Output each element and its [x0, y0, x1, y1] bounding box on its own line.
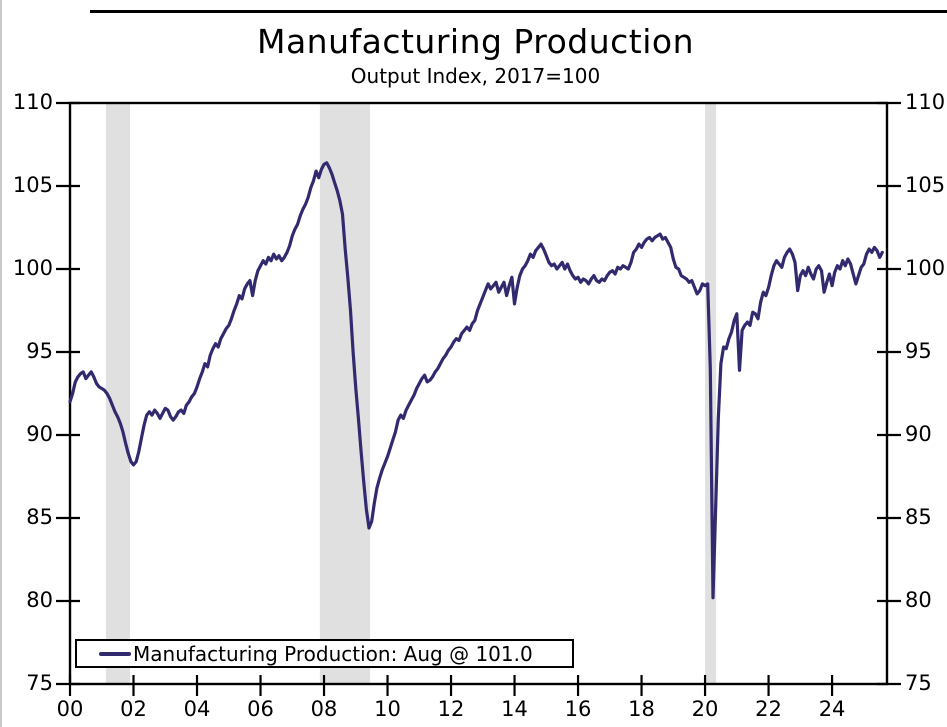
x-axis-label: 02: [120, 697, 147, 721]
y-axis-label-left: 85: [26, 505, 53, 529]
x-axis-label: 04: [183, 697, 211, 721]
y-axis-label-left: 80: [26, 588, 53, 612]
y-axis-label-right: 95: [905, 339, 932, 363]
y-axis-label-right: 80: [905, 588, 932, 612]
x-axis-label: 08: [310, 697, 338, 721]
y-axis-label-left: 75: [26, 671, 53, 695]
x-axis-label: 18: [628, 697, 655, 721]
x-axis-label: 16: [564, 697, 592, 721]
recession-band: [319, 103, 371, 684]
top-divider-rule: [90, 10, 947, 13]
legend-line-swatch: [99, 651, 131, 656]
y-axis-label-left: 90: [26, 422, 53, 446]
y-axis-label-right: 85: [905, 505, 932, 529]
x-axis-label: 22: [755, 697, 782, 721]
plot-border: [68, 101, 889, 686]
y-axis-label-right: 105: [905, 173, 946, 197]
chart-subtitle: Output Index, 2017=100: [350, 64, 601, 88]
y-axis-label-left: 95: [26, 339, 53, 363]
y-axis-label-right: 110: [905, 90, 946, 114]
y-axis-label-left: 100: [12, 256, 53, 280]
x-axis-label: 00: [56, 697, 84, 721]
legend: Manufacturing Production: Aug @ 101.0: [75, 639, 574, 668]
recession-band: [105, 103, 131, 684]
manufacturing-production-line: [68, 161, 884, 600]
y-axis-label-right: 90: [905, 422, 932, 446]
x-axis-label: 14: [501, 697, 528, 721]
y-axis-label-right: 100: [905, 256, 946, 280]
y-axis-label-right: 75: [905, 671, 932, 695]
chart-title: Manufacturing Production: [256, 22, 695, 61]
y-axis-label-left: 110: [12, 90, 53, 114]
x-axis-label: 06: [247, 697, 274, 721]
x-axis-label: 20: [691, 697, 719, 721]
y-axis-label-left: 105: [12, 173, 53, 197]
x-axis-label: 10: [374, 697, 401, 721]
x-axis-label: 24: [818, 697, 846, 721]
legend-label: Manufacturing Production: Aug @ 101.0: [133, 641, 533, 666]
x-axis-label: 12: [437, 697, 465, 721]
